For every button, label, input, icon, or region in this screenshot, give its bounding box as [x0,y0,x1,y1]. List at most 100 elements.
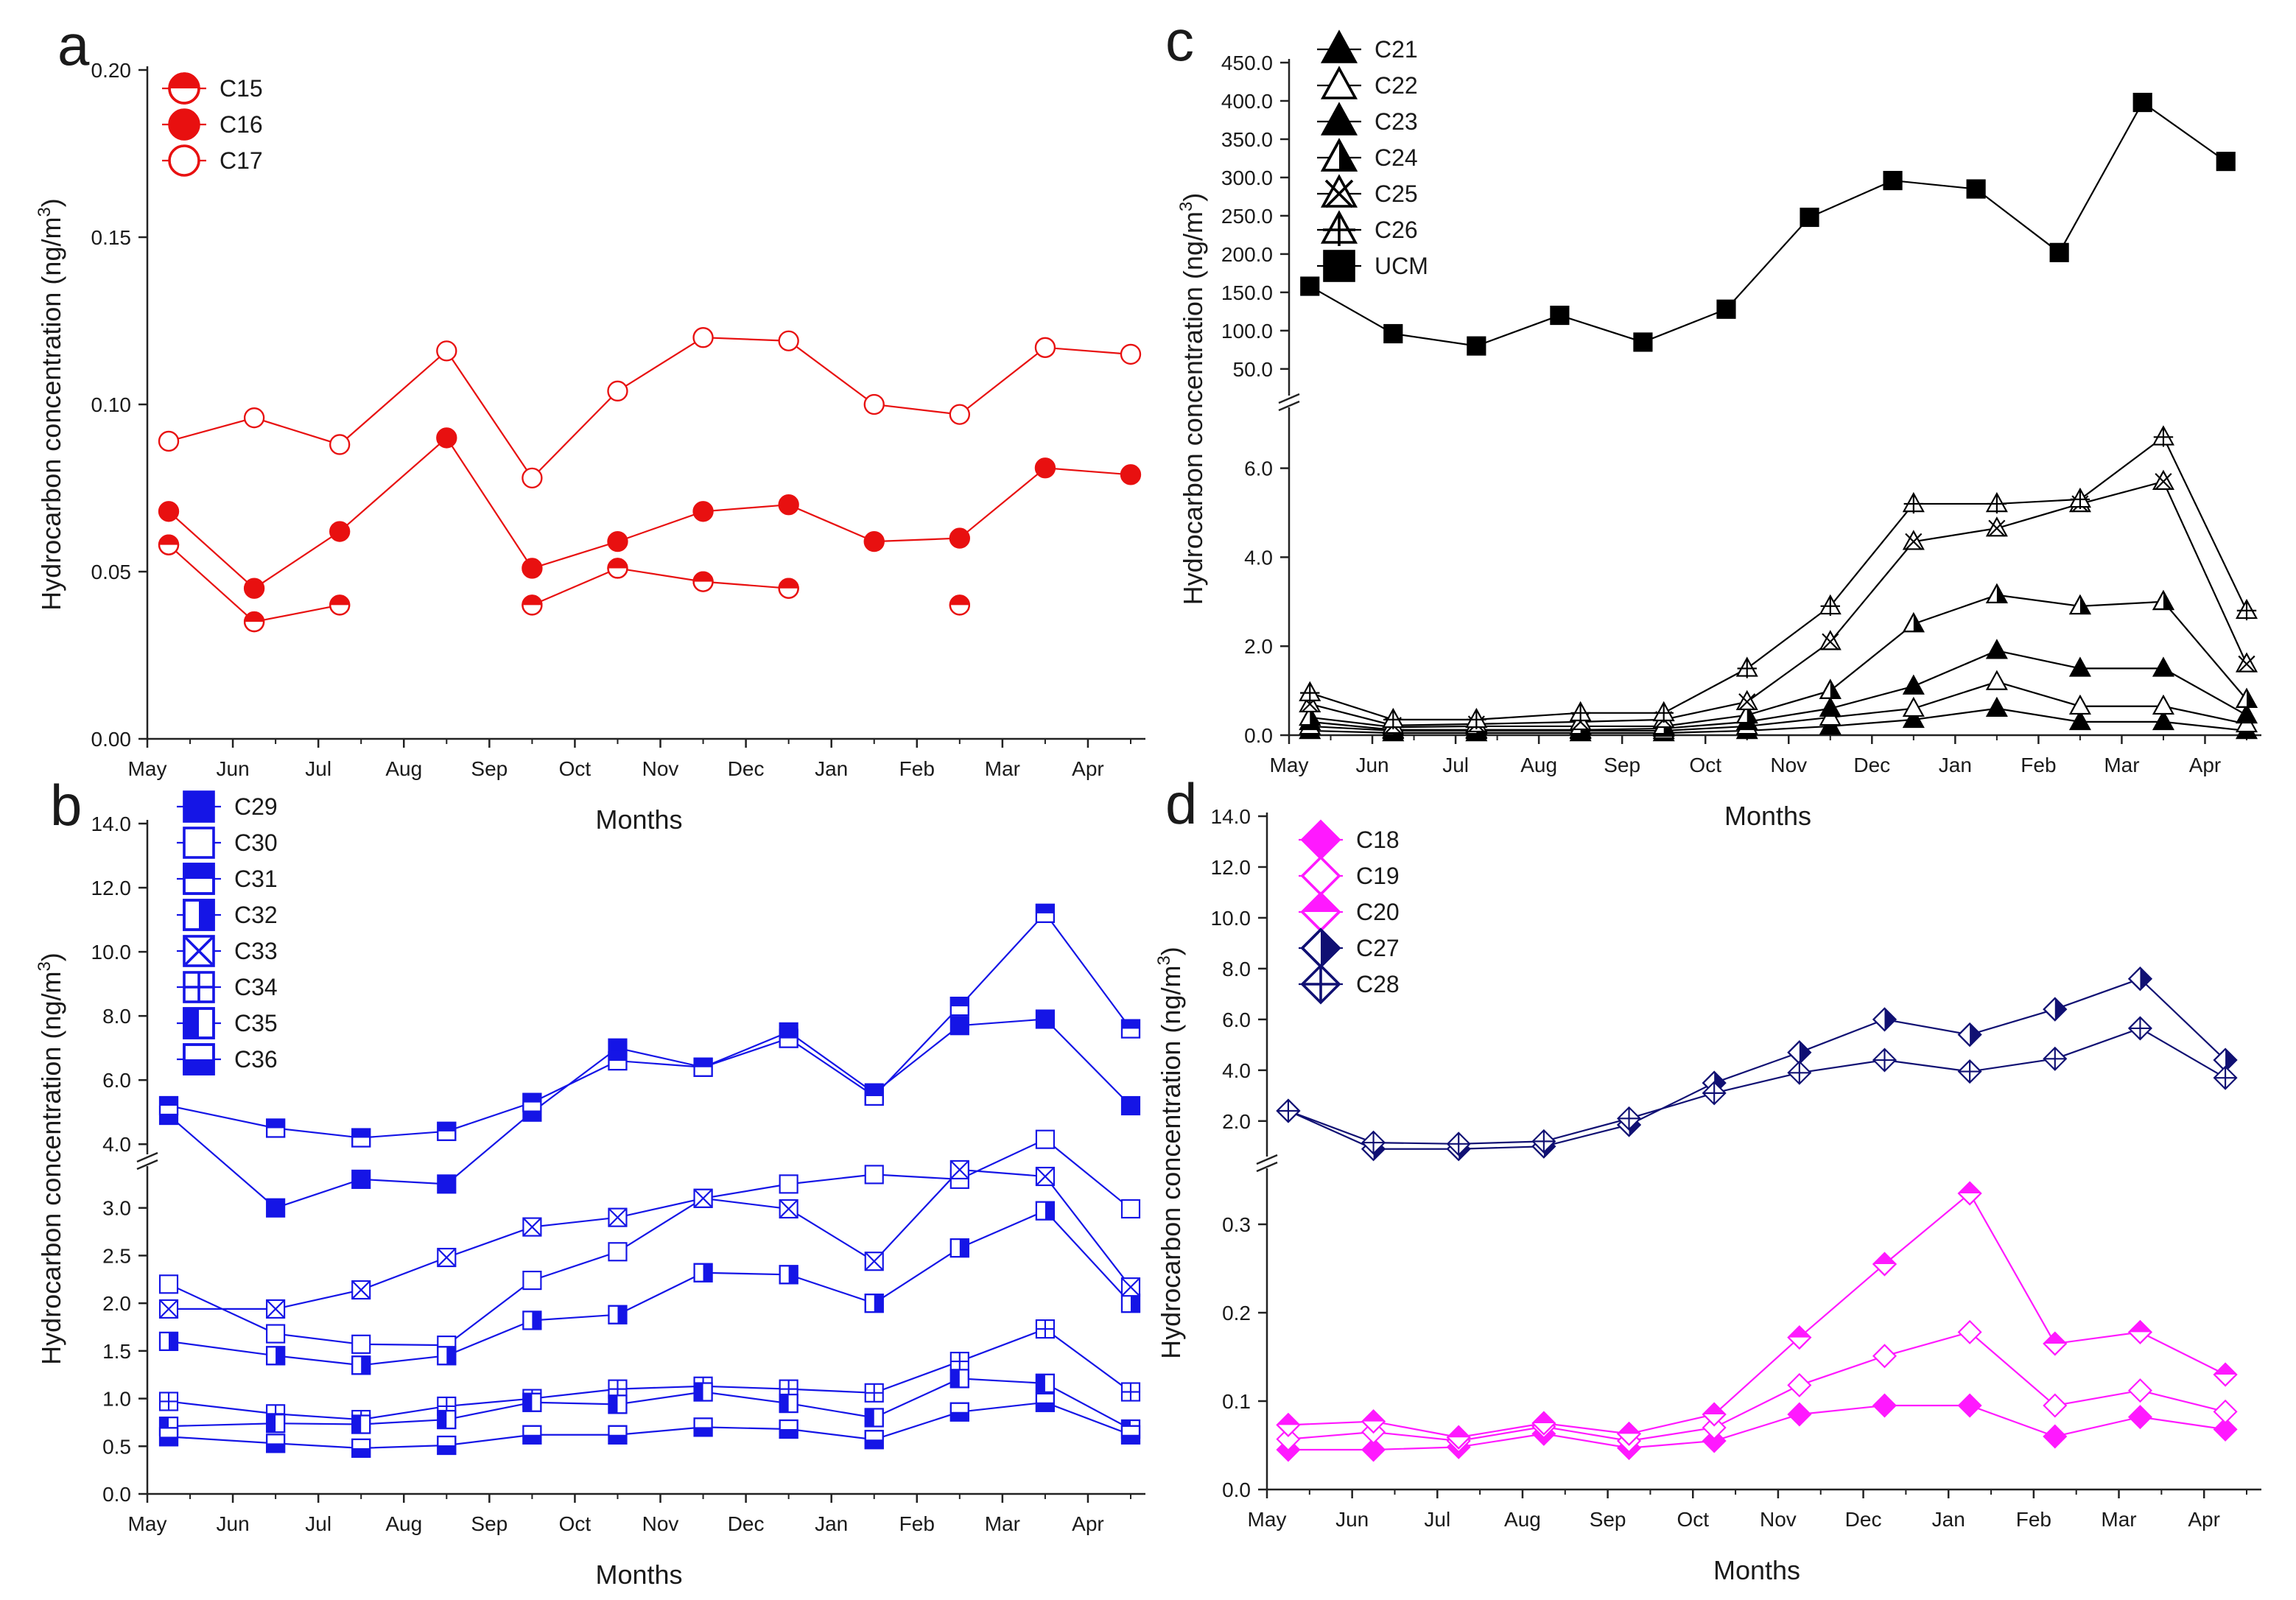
data-point [949,527,970,549]
series-C19 [1276,1319,2238,1453]
x-tick-label: Apr [1072,757,1104,780]
legend-label: C19 [1356,863,1400,889]
legend-label: C31 [234,866,278,892]
legend-item-C33: C33 [177,935,278,967]
data-point [1569,701,1592,723]
x-tick-label: Mar [985,757,1020,780]
data-point [522,594,543,616]
x-tick-label: May [1270,754,1309,776]
y-tick-label: 3.0 [102,1197,131,1220]
legend: C29 C30 C31 C32 C33 C34 C35 C36 [177,790,278,1076]
data-point [1465,707,1488,730]
x-tick-label: Jan [1939,754,1972,776]
legend-label: C24 [1375,144,1418,171]
x-axis-title: Months [595,804,682,835]
plot-area [158,903,1141,1458]
data-point [437,1435,457,1456]
data-point [779,1028,798,1048]
data-point [1985,516,2008,537]
data-point [1120,1425,1141,1445]
data-point [2127,966,2152,992]
x-tick-label: May [128,1512,167,1535]
legend-item-C27: C27 [1299,927,1400,969]
data-point [864,1383,884,1403]
y-axis-title-main: Hydrocarbon concentration (ng/m [1156,966,1186,1359]
legend-marker [183,899,215,931]
series-line [168,1401,1131,1449]
legend: C18 C19 C20 C27 C28 [1299,819,1400,1005]
data-point [692,571,714,592]
x-tick-label: Sep [471,1512,508,1535]
data-point [158,1299,179,1319]
y-axis-title: Hydrocarbon concentration (ng/m3) [1176,193,1208,606]
data-point [1467,336,1486,356]
data-point [2213,1065,2238,1090]
legend-marker [1300,819,1341,860]
data-point [949,594,970,616]
x-tick-label: Jun [1355,754,1389,776]
data-point [158,1331,179,1351]
data-point [778,578,799,599]
series-UCM [1300,92,2236,356]
y-axis-title-main: Hydrocarbon concentration (ng/m [36,972,66,1365]
data-point [1034,337,1056,358]
data-point [2068,709,2091,731]
y-tick-label: 2.0 [1244,635,1273,658]
legend-label: UCM [1375,253,1428,279]
series-line [168,1378,1131,1430]
data-point [1872,1252,1897,1277]
series-line [1309,480,2248,726]
series-C24 [1299,583,2258,736]
series-line [168,1018,1131,1209]
data-point [351,1280,371,1300]
y-tick-label: 8.0 [1222,958,1251,980]
y-tick-label: 0.10 [91,393,132,416]
data-point [1819,594,1842,617]
x-tick-label: May [1248,1508,1287,1531]
legend-marker [1320,174,1358,208]
y-tick-label: 350.0 [1221,128,1273,151]
data-point [1957,1181,1982,1206]
data-point [329,521,351,542]
x-tick-label: Jan [1932,1508,1965,1531]
plot-area [1299,92,2258,742]
data-point [1985,583,2008,604]
x-tick-label: Oct [559,1512,591,1535]
x-tick-label: Apr [2188,1508,2220,1531]
legend-label: C16 [220,111,263,138]
x-tick-label: Dec [728,1512,765,1535]
data-point [522,467,543,489]
y-tick-label: 400.0 [1221,90,1273,113]
y-axis-title-close: ) [36,198,66,207]
data-point [266,1414,286,1434]
data-point [1702,1402,1727,1427]
legend-item-C26: C26 [1317,210,1418,246]
legend-marker [1320,29,1358,63]
series-line [1310,650,2247,731]
plot-area [1276,966,2238,1462]
x-tick-label: Jun [1335,1508,1369,1531]
x-tick-label: Nov [642,757,679,780]
x-tick-label: Feb [899,1512,935,1535]
data-point [158,430,180,452]
data-point [1872,1048,1897,1073]
x-tick-label: Sep [1604,754,1640,776]
data-point [158,1095,179,1116]
panel-b: May Jun Jul Aug Sep Oct Nov Dec Jan Feb Mar Apr 0.0 0… [35,773,1145,1590]
data-point [778,330,799,351]
series-C36 [158,1392,1141,1458]
legend-item-C18: C18 [1299,819,1400,860]
y-tick-label: 0.1 [1222,1390,1251,1413]
x-tick-label: Feb [899,757,935,780]
legend-item-C25: C25 [1317,174,1418,208]
series-line [531,567,789,606]
data-point [1035,903,1055,923]
y-tick-label: 6.0 [1222,1008,1251,1031]
data-point [1035,1009,1055,1029]
legend-label: C28 [1356,971,1400,997]
data-point [1702,1415,1727,1440]
data-point [436,427,457,449]
series-line [1309,101,2227,347]
x-tick-label: Jun [217,1512,250,1535]
